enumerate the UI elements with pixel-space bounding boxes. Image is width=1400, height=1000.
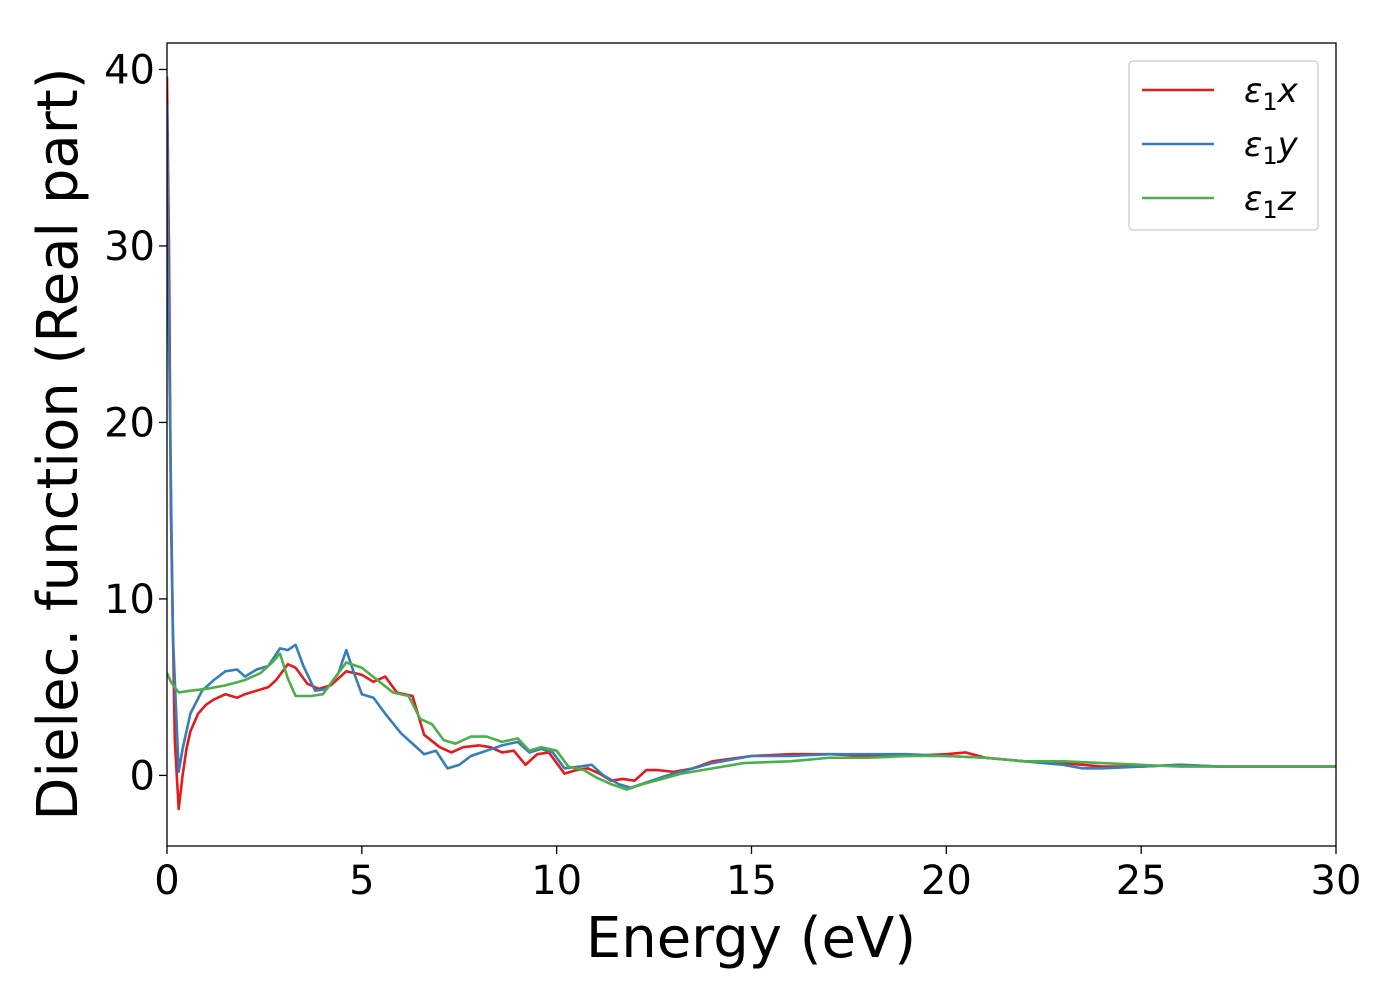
y-tick-label: 40 — [104, 47, 155, 93]
x-tick-label: 5 — [349, 858, 374, 904]
legend-label-z: ε1z — [1244, 179, 1297, 224]
series-layer — [167, 76, 1336, 811]
x-tick-label: 15 — [726, 858, 777, 904]
y-tick-label: 30 — [104, 224, 155, 270]
y-axis-label: Dielec. function (Real part) — [26, 67, 91, 820]
legend: ε1x ε1y ε1z — [1128, 60, 1319, 231]
legend-label-y: ε1y — [1244, 125, 1299, 170]
x-tick-label: 25 — [1116, 858, 1167, 904]
series-line-z — [167, 652, 1336, 791]
y-tick-label: 10 — [104, 577, 155, 623]
x-tick-label: 20 — [921, 858, 972, 904]
x-tick-label: 30 — [1311, 858, 1362, 904]
y-tick-label: 20 — [104, 400, 155, 446]
x-tick-label: 0 — [154, 858, 179, 904]
x-axis-label: Energy (eV) — [586, 906, 916, 971]
legend-frame — [1128, 60, 1319, 231]
x-axis-ticks: 0 5 10 15 20 25 30 — [154, 846, 1361, 904]
x-tick-label: 10 — [531, 858, 582, 904]
legend-label-x: ε1x — [1244, 71, 1299, 116]
y-tick-label: 0 — [130, 753, 155, 799]
y-axis-ticks: 0 10 20 30 40 — [104, 47, 167, 799]
